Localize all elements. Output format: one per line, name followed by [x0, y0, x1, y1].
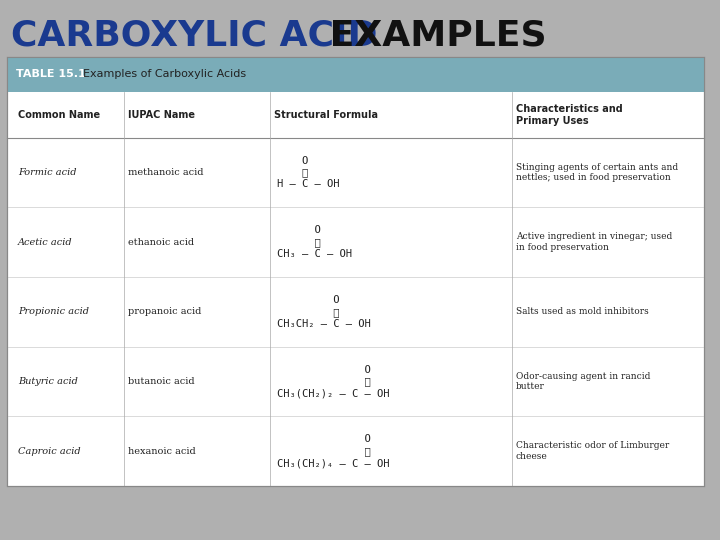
- Text: Salts used as mold inhibitors: Salts used as mold inhibitors: [516, 307, 649, 316]
- Text: CH₃ — C — OH: CH₃ — C — OH: [277, 249, 352, 259]
- Text: Stinging agents of certain ants and
nettles; used in food preservation: Stinging agents of certain ants and nett…: [516, 163, 678, 182]
- Text: propanoic acid: propanoic acid: [128, 307, 202, 316]
- Text: Propionic acid: Propionic acid: [18, 307, 89, 316]
- Text: TABLE 15.1: TABLE 15.1: [16, 69, 86, 79]
- Text: H — C — OH: H — C — OH: [277, 179, 340, 190]
- Text: ∥: ∥: [277, 307, 340, 317]
- Text: ∥: ∥: [277, 446, 372, 456]
- Text: Characteristic odor of Limburger
cheese: Characteristic odor of Limburger cheese: [516, 442, 669, 461]
- Text: ∥: ∥: [277, 167, 309, 178]
- Text: methanoic acid: methanoic acid: [128, 168, 204, 177]
- Text: Caproic acid: Caproic acid: [18, 447, 81, 456]
- Text: Butyric acid: Butyric acid: [18, 377, 78, 386]
- Text: EXAMPLES: EXAMPLES: [317, 18, 546, 52]
- Text: O: O: [277, 434, 372, 444]
- Text: ∥: ∥: [277, 376, 372, 387]
- FancyBboxPatch shape: [7, 57, 704, 92]
- Text: ∥: ∥: [277, 237, 321, 247]
- Text: O: O: [277, 225, 321, 235]
- Text: CH₃(CH₂)₄ — C — OH: CH₃(CH₂)₄ — C — OH: [277, 458, 390, 468]
- Text: CH₃(CH₂)₂ — C — OH: CH₃(CH₂)₂ — C — OH: [277, 388, 390, 399]
- Text: Structural Formula: Structural Formula: [274, 110, 378, 120]
- Text: Examples of Carboxylic Acids: Examples of Carboxylic Acids: [76, 69, 246, 79]
- Text: Characteristics and
Primary Uses: Characteristics and Primary Uses: [516, 104, 623, 125]
- Text: IUPAC Name: IUPAC Name: [128, 110, 195, 120]
- Text: CH₃CH₂ — C — OH: CH₃CH₂ — C — OH: [277, 319, 372, 329]
- Text: ethanoic acid: ethanoic acid: [128, 238, 194, 247]
- Text: Acetic acid: Acetic acid: [18, 238, 73, 247]
- Text: Active ingredient in vinegar; used
in food preservation: Active ingredient in vinegar; used in fo…: [516, 233, 672, 252]
- Text: Odor-causing agent in rancid
butter: Odor-causing agent in rancid butter: [516, 372, 650, 391]
- Text: Common Name: Common Name: [18, 110, 100, 120]
- Text: O: O: [277, 156, 309, 166]
- Text: butanoic acid: butanoic acid: [128, 377, 194, 386]
- Text: Formic acid: Formic acid: [18, 168, 76, 177]
- Text: O: O: [277, 364, 372, 375]
- Text: hexanoic acid: hexanoic acid: [128, 447, 196, 456]
- FancyBboxPatch shape: [7, 57, 704, 486]
- Text: CARBOXYLIC ACID: CARBOXYLIC ACID: [11, 18, 377, 52]
- Text: O: O: [277, 295, 340, 305]
